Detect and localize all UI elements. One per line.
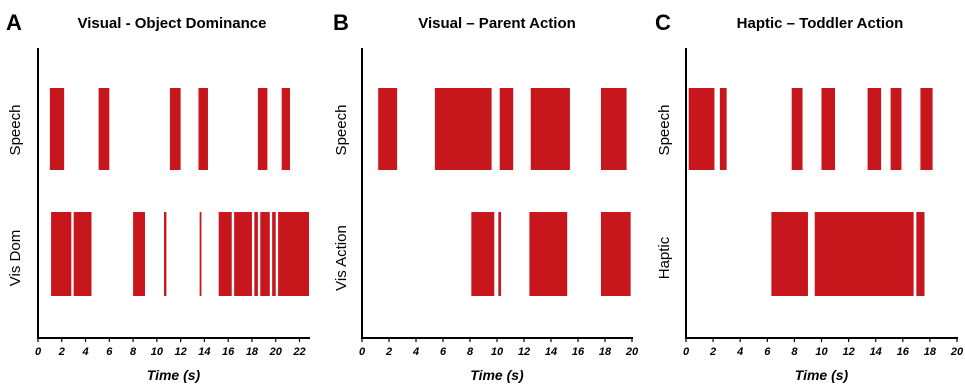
bar-speech-3 [821,88,836,170]
x-tick-label: 4 [412,346,419,358]
bar-vis-dom-0 [51,212,72,296]
x-axis-title: Time (s) [795,367,849,383]
x-tick-label: 20 [625,346,639,358]
x-tick-label: 6 [106,346,113,358]
panel-b: B Visual – Parent Action Speech Vis Action 0… [333,10,639,383]
row-label: Vis Action [333,225,350,291]
bar-vis-action-1 [498,212,502,296]
bar-speech-3 [530,88,570,170]
x-tick-label: 12 [175,346,187,358]
bar-speech-2 [791,88,803,170]
x-tick-label: 4 [736,346,743,358]
x-tick-label: 16 [897,346,910,358]
bar-speech-4 [257,88,268,170]
bar-speech-1 [719,88,727,170]
x-tick-label: 8 [467,346,474,358]
row-label: Speech [333,105,350,156]
panel-letter: C [655,10,671,35]
bar-speech-2 [499,88,514,170]
x-tick-label: 10 [815,346,828,358]
x-tick-label: 14 [870,346,882,358]
x-tick-label: 2 [385,346,392,358]
bar-speech-3 [198,88,208,170]
panel-title: Haptic – Toddler Action [737,15,904,32]
panel-title: Visual - Object Dominance [78,15,267,32]
bar-vis-dom-4 [199,212,202,296]
bar-speech-4 [867,88,882,170]
bar-speech-1 [98,88,110,170]
x-tick-label: 0 [683,346,690,358]
x-tick-label: 12 [842,346,854,358]
bar-vis-action-3 [600,212,631,296]
bar-vis-dom-2 [133,212,145,296]
x-tick-label: 16 [222,346,235,358]
panel-c: C Haptic – Toddler Action Speech Haptic 0 2 4 6… [655,10,964,383]
x-axis-title: Time (s) [147,367,201,383]
x-tick-label: 0 [35,346,42,358]
x-tick-label: 6 [764,346,771,358]
x-tick-label: 10 [151,346,164,358]
bar-speech-5 [281,88,290,170]
bar-speech-2 [169,88,181,170]
x-tick-label: 20 [950,346,964,358]
bar-speech-4 [600,88,627,170]
panel-letter: A [6,10,22,35]
x-tick-label: 8 [791,346,798,358]
x-axis-title: Time (s) [470,367,524,383]
x-tick-label: 4 [81,346,88,358]
bar-vis-dom-6 [234,212,252,296]
x-tick-label: 2 [58,346,65,358]
bar-speech-0 [49,88,65,170]
bar-vis-dom-3 [163,212,167,296]
bar-vis-action-2 [529,212,568,296]
row-label: Speech [656,105,673,156]
panel-a: A Visual - Object Dominance Speech Vis Dom 0… [6,10,310,383]
bar-vis-dom-10 [278,212,309,296]
bar-haptic-1 [814,212,914,296]
x-tick-label: 22 [292,346,305,358]
bar-speech-0 [378,88,398,170]
x-tick-label: 14 [198,346,210,358]
x-tick-label: 6 [440,346,447,358]
x-tick-label: 20 [269,346,283,358]
row-label: Haptic [656,236,673,279]
bar-vis-dom-9 [272,212,276,296]
bar-vis-dom-5 [218,212,232,296]
bar-speech-1 [434,88,492,170]
bar-haptic-0 [771,212,808,296]
x-tick-label: 18 [924,346,937,358]
bar-vis-dom-7 [254,212,258,296]
x-tick-label: 18 [599,346,612,358]
row-label: Vis Dom [7,230,24,286]
row-label: Speech [7,105,24,156]
bar-vis-dom-1 [73,212,92,296]
x-tick-label: 10 [491,346,504,358]
panel-title: Visual – Parent Action [418,15,576,32]
bar-speech-0 [688,88,715,170]
x-tick-label: 12 [518,346,530,358]
x-tick-label: 0 [359,346,366,358]
bar-speech-6 [920,88,933,170]
bar-vis-dom-8 [260,212,270,296]
panel-letter: B [333,10,349,35]
x-tick-label: 14 [545,346,557,358]
bar-speech-5 [890,88,902,170]
x-tick-label: 18 [246,346,259,358]
x-tick-label: 8 [130,346,137,358]
x-tick-label: 2 [709,346,716,358]
bar-haptic-2 [916,212,925,296]
bar-vis-action-0 [471,212,495,296]
x-tick-label: 16 [572,346,585,358]
